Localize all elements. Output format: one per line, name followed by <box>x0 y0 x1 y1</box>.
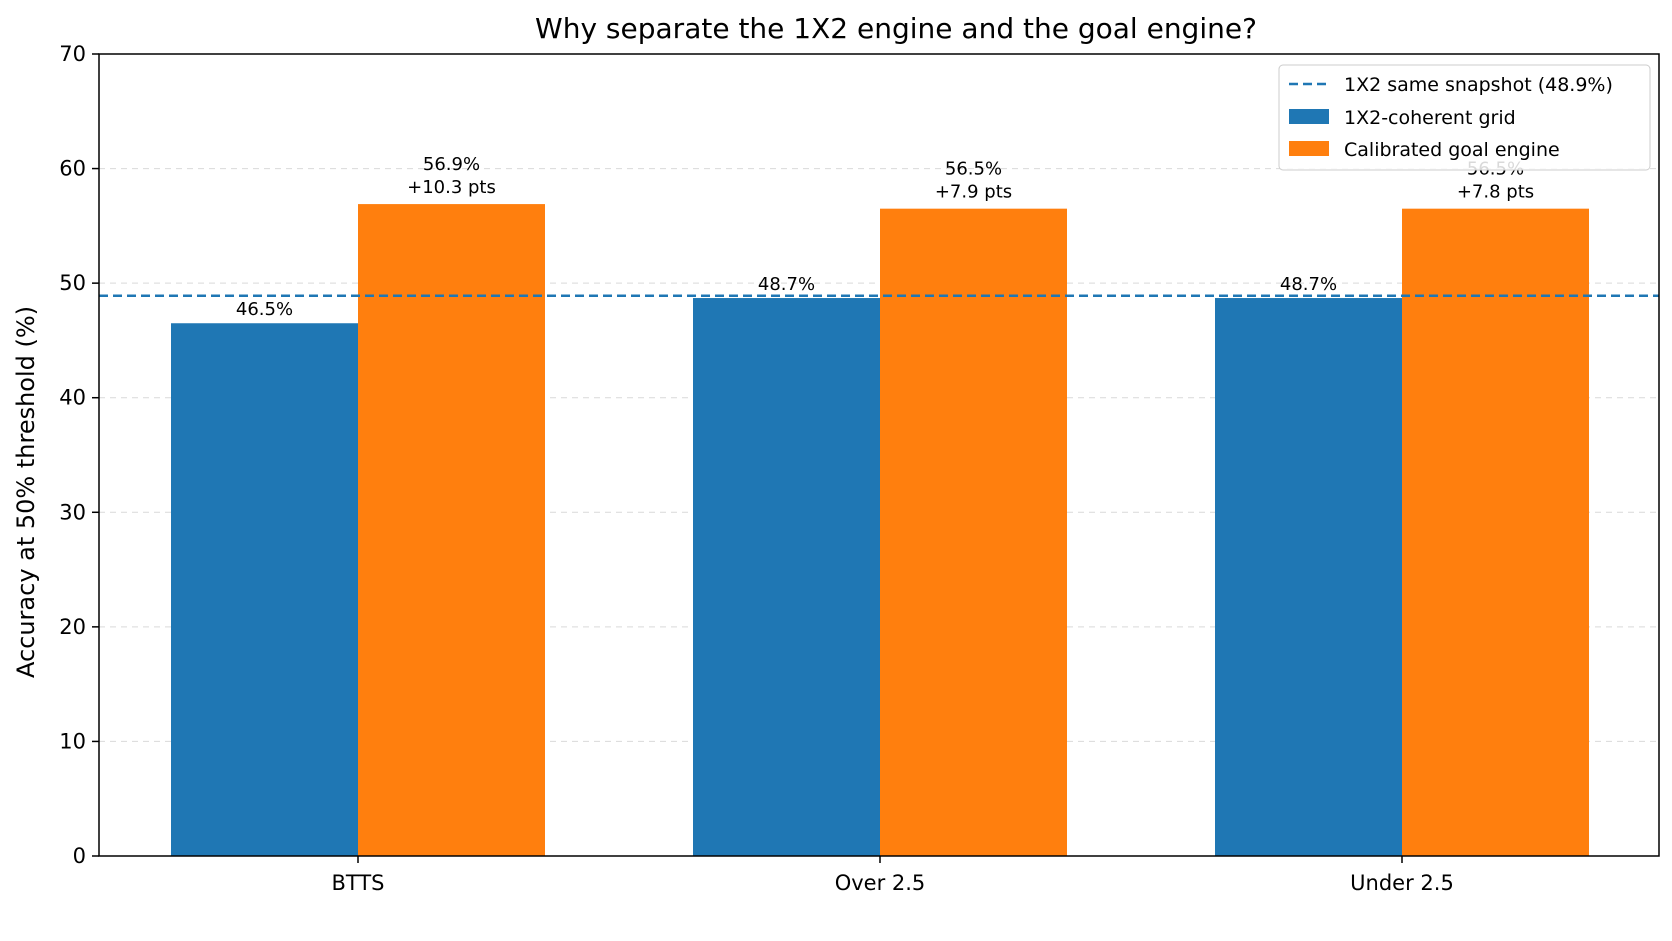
bar-value-label: 56.5% <box>945 159 1002 180</box>
legend-swatch-coherent-grid <box>1289 109 1329 124</box>
x-tick-label: Under 2.5 <box>1350 871 1454 895</box>
legend-label-reference: 1X2 same snapshot (48.9%) <box>1344 74 1613 96</box>
y-tick-label: 60 <box>59 157 86 181</box>
x-axis-ticks: BTTS Over 2.5 Under 2.5 <box>331 856 1454 895</box>
legend-label-coherent-grid: 1X2-coherent grid <box>1344 107 1516 129</box>
bar-goal-engine <box>358 204 545 857</box>
bar-value-label: 48.7% <box>758 274 815 295</box>
x-tick-label: BTTS <box>331 871 384 895</box>
y-tick-label: 10 <box>59 729 86 753</box>
bar-delta-label: +7.8 pts <box>1457 182 1534 203</box>
y-axis-ticks: 0 10 20 30 40 50 60 70 <box>59 42 99 868</box>
bar-value-label: 48.7% <box>1280 274 1337 295</box>
bar-coherent-grid <box>171 323 358 856</box>
bar-delta-label: +10.3 pts <box>407 177 496 198</box>
y-tick-label: 70 <box>59 42 86 66</box>
bars <box>171 204 1589 857</box>
legend-label-goal-engine: Calibrated goal engine <box>1344 139 1560 161</box>
legend: 1X2 same snapshot (48.9%) 1X2-coherent gr… <box>1278 64 1651 171</box>
legend-box <box>1278 64 1651 171</box>
y-tick-label: 30 <box>59 500 86 524</box>
legend-swatch-goal-engine <box>1289 141 1329 156</box>
chart-title: Why separate the 1X2 engine and the goal… <box>535 12 1257 45</box>
bar-goal-engine <box>1402 208 1589 856</box>
bar-goal-engine <box>880 208 1067 856</box>
bar-delta-label: +7.9 pts <box>935 182 1012 203</box>
x-tick-label: Over 2.5 <box>835 871 926 895</box>
bar-value-label: 56.9% <box>423 154 480 175</box>
plot-frame <box>98 53 1660 857</box>
y-axis-label: Accuracy at 50% threshold (%) <box>12 306 40 678</box>
y-tick-label: 0 <box>73 844 86 868</box>
y-tick-label: 20 <box>59 615 86 639</box>
bar-coherent-grid <box>693 298 880 857</box>
y-tick-label: 40 <box>59 386 86 410</box>
y-tick-label: 50 <box>59 271 86 295</box>
bar-coherent-grid <box>1215 298 1402 857</box>
bar-value-label: 46.5% <box>236 299 293 320</box>
